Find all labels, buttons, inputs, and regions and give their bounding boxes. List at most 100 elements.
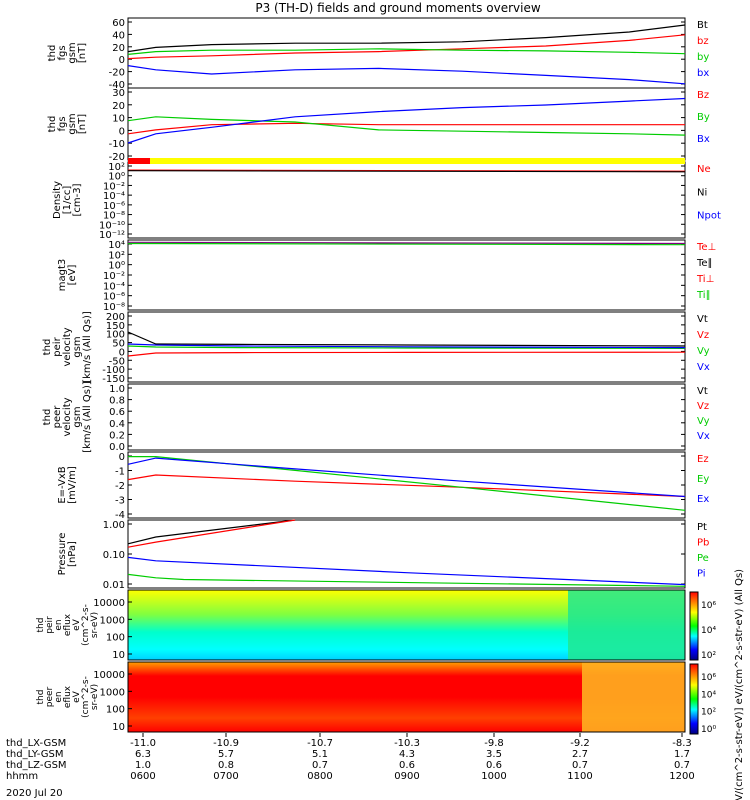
series-Pe: [127, 573, 686, 587]
x-row-4: hhmm 0600 0700 0800 0900 1000 1100 1200: [6, 771, 695, 782]
legend-Ez: Ez: [697, 454, 709, 465]
x-row-label: thd_LX-GSM: [6, 738, 66, 749]
spec-frame: [127, 661, 686, 733]
y-axis-label: [km/s (All Qs)]: [82, 381, 93, 453]
x-row-label: thd_LZ-GSM: [6, 760, 67, 771]
series-bx: [127, 65, 686, 85]
x-tick-label: -10.7: [307, 738, 333, 749]
legend-Vz: Vz: [697, 330, 709, 341]
legend-Ne: Ne: [697, 164, 711, 175]
y-tick-label: 10⁻¹⁰: [99, 220, 125, 231]
legend-bz: bz: [697, 36, 709, 47]
y-tick-label: 10⁻¹²: [99, 230, 125, 241]
x-tick-label: -9.8: [484, 738, 504, 749]
x-tick-label: 0.7: [312, 760, 328, 771]
y-tick-label: 10²: [108, 250, 125, 261]
panel-7: 0 -1 -2 -3 -4 E=-VxB [mV/m] Ez Ey Ex: [57, 451, 709, 521]
y-tick-label: 10⁻⁶: [103, 292, 125, 303]
y-tick-label: -50: [109, 356, 125, 367]
legend-Pb: Pb: [697, 538, 709, 549]
y-tick-label: 10⁻²: [103, 181, 125, 192]
y-axis-label: E=-VxB: [57, 466, 68, 503]
series-Vz: [127, 351, 686, 357]
x-axis-labels: thd_LX-GSM -11.0 -10.9 -10.7 -10.3 -9.8 -9.2 -8…: [6, 733, 695, 782]
x-tick-label: -10.9: [213, 738, 239, 749]
legend-Pi: Pi: [697, 569, 706, 580]
legend-Ey: Ey: [697, 474, 709, 485]
y-tick-label: 20: [112, 43, 125, 54]
series-by: [127, 48, 686, 55]
legend-Bz: Bz: [697, 90, 709, 101]
x-tick-label: 0.8: [218, 760, 234, 771]
y-axis-label: peer: [52, 405, 63, 429]
y-axis-label: sr-eV): [90, 612, 100, 638]
y-tick-label: 200: [106, 312, 125, 323]
y-axis-label: gsm: [72, 406, 83, 427]
y-tick-label: 100: [106, 330, 125, 341]
y-axis-label: thd: [47, 45, 58, 62]
y-axis-label: (cm^2-s-: [81, 604, 91, 646]
legend-Vt: Vt: [697, 314, 708, 325]
colorbar-2: 10⁶ 10⁴ 10² 10⁰: [689, 663, 716, 735]
x-tick-label: 5.7: [218, 749, 234, 760]
y-axis-label: sr-eV): [90, 684, 100, 710]
legend-Pe: Pe: [697, 553, 709, 564]
colorbar-tick: 10²: [701, 708, 716, 718]
y-tick-label: 10000: [93, 598, 125, 609]
colorbar-tick: 10²: [701, 651, 716, 661]
colorbar-tick: 10⁴: [701, 690, 716, 700]
series-Pi: [127, 556, 686, 586]
x-row-3: thd_LZ-GSM 1.0 0.8 0.7 0.6 0.6 0.7 0.7: [6, 760, 690, 771]
y-tick-label: 10: [112, 114, 125, 125]
y-axis-label: eV: [72, 690, 82, 703]
y-axis-label: fgs: [57, 116, 68, 131]
status-bar: [128, 158, 685, 164]
x-tick-label: 0800: [307, 771, 332, 782]
y-tick-label: 1000: [100, 615, 125, 626]
y-tick-label: 10²: [108, 162, 125, 173]
legend-Ex: Ex: [697, 494, 709, 505]
series-Bt: [127, 24, 686, 53]
y-tick-label: 0: [119, 126, 125, 137]
y-tick-label: -20: [109, 68, 125, 79]
series-Ti: [127, 241, 686, 245]
spec-region-late: [568, 590, 685, 660]
x-tick-label: 0.6: [399, 760, 415, 771]
legend-Vz: Vz: [697, 401, 709, 412]
y-tick-label: 0.4: [109, 419, 125, 430]
panel-2: 30 20 100 -10 -20 thd fgs gsm [nT] Bz By Bx: [47, 87, 710, 163]
panel-8: 1.00 0.10 0.01 Pressure [nPa] Pt Pb Pe Pi: [57, 519, 709, 591]
x-tick-label: 4.3: [399, 749, 415, 760]
y-axis-label: peir: [52, 336, 63, 356]
series-By: [127, 116, 686, 136]
date-label: 2020 Jul 20: [6, 788, 63, 799]
x-tick-label: 0.6: [486, 760, 502, 771]
x-row-1: thd_LX-GSM -11.0 -10.9 -10.7 -10.3 -9.8 -9.2 -8…: [6, 738, 692, 749]
y-tick-label: 0.01: [103, 580, 125, 591]
x-tick-label: 1000: [481, 771, 506, 782]
y-axis-label: Density: [52, 181, 63, 219]
y-axis-label: en: [54, 691, 64, 702]
y-tick-label: 0.10: [103, 550, 125, 561]
colorbar-image: [689, 663, 699, 735]
y-tick-label: -2: [115, 481, 125, 492]
y-tick-label: 10: [112, 650, 125, 661]
y-axis-label: [nT]: [77, 114, 88, 134]
y-tick-label: 60: [112, 18, 125, 29]
y-axis-label: [mV/m]: [67, 466, 78, 504]
legend-Npot: Npot: [697, 211, 721, 222]
x-tick-label: -11.0: [130, 738, 156, 749]
y-axis-label: thd: [47, 116, 58, 133]
y-tick-label: -20: [109, 152, 125, 163]
x-tick-label: 1200: [669, 771, 694, 782]
legend-Te⊥: Te⊥: [696, 242, 716, 253]
y-axis-label: [eV]: [67, 265, 78, 286]
series-Pt: [127, 519, 296, 545]
y-axis-label: peer: [45, 686, 55, 707]
y-axis-label: en: [54, 619, 64, 630]
y-tick-label: 100: [106, 633, 125, 644]
spec-frame: [127, 589, 686, 661]
